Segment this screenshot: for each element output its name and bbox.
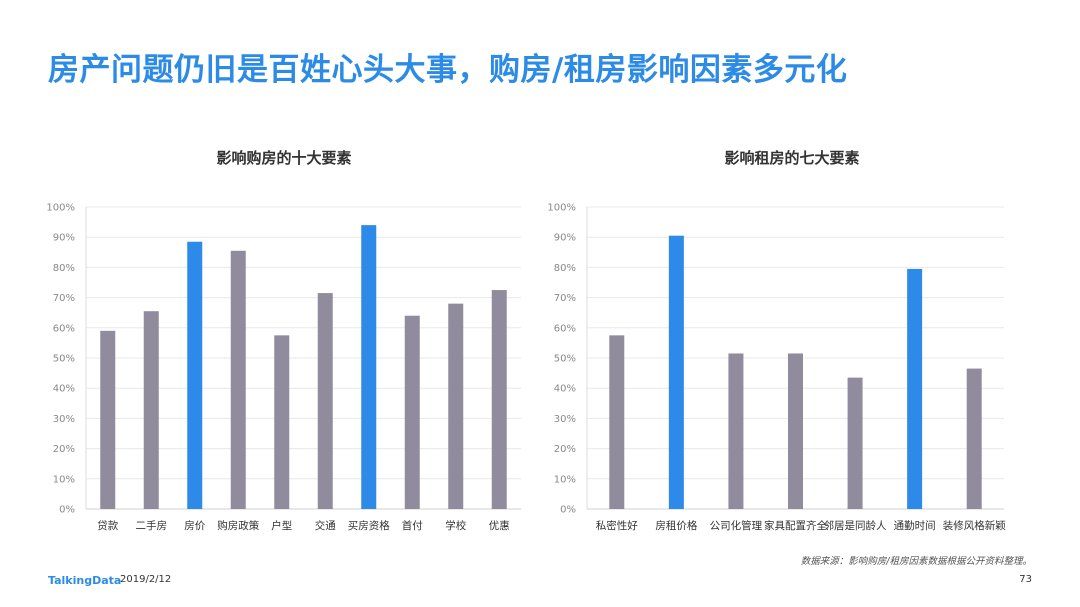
chart1-bar xyxy=(491,290,507,509)
chart1-x-tick-label: 买房资格 xyxy=(348,519,390,532)
chart2-y-tick-label: 40% xyxy=(554,384,576,395)
chart2-y-tick-label: 70% xyxy=(554,293,576,304)
chart1-x-tick-label: 购房政策 xyxy=(217,519,259,532)
chart1-x-tick-label: 学校 xyxy=(445,519,466,532)
page-number: 73 xyxy=(1019,574,1032,585)
chart2-y-tick-label: 20% xyxy=(554,444,576,455)
chart2-y-tick-label: 50% xyxy=(554,354,576,365)
data-source-note: 数据来源：影响购房/租房因素数据根据公开资料整理。 xyxy=(800,556,1032,567)
chart2-bar xyxy=(966,368,982,509)
chart1-x-tick-label: 二手房 xyxy=(136,519,168,532)
chart1-bar xyxy=(143,311,159,509)
chart2-x-tick-label: 家具配置齐全 xyxy=(764,519,827,532)
chart1-bar xyxy=(230,250,246,510)
chart2-y-tick-label: 30% xyxy=(554,414,576,425)
chart1-y-tick-label: 40% xyxy=(53,384,75,395)
page-title: 房产问题仍旧是百姓心头大事，购房/租房影响因素多元化 xyxy=(48,52,848,88)
brand-logo-text: TalkingData xyxy=(48,574,122,587)
chart1-y-tick-label: 70% xyxy=(53,293,75,304)
chart1-y-tick-label: 80% xyxy=(53,263,75,274)
chart1-bar xyxy=(317,293,333,509)
chart1-y-tick-label: 30% xyxy=(53,414,75,425)
chart2-bar xyxy=(609,335,625,509)
chart1-bar xyxy=(448,303,464,509)
chart2-bar xyxy=(907,268,923,509)
chart2-y-tick-label: 100% xyxy=(547,203,576,214)
chart2-y-tick-label: 60% xyxy=(554,323,576,334)
chart1-x-tick-label: 贷款 xyxy=(97,519,118,532)
chart1-x-tick-label: 房价 xyxy=(184,519,205,532)
chart2-x-tick-label: 通勤时间 xyxy=(894,519,936,532)
chart1-y-tick-label: 50% xyxy=(53,354,75,365)
chart2-x-tick-label: 邻居是同龄人 xyxy=(824,519,887,532)
chart2-y-tick-label: 90% xyxy=(554,233,576,244)
chart1-x-tick-label: 户型 xyxy=(271,519,292,532)
chart2-bar xyxy=(668,235,684,509)
chart1-bar xyxy=(404,315,420,509)
footer-date: 2019/2/12 xyxy=(120,574,172,585)
chart2-x-tick-label: 私密性好 xyxy=(596,519,638,532)
chart1-x-tick-label: 交通 xyxy=(315,519,336,532)
chart2-bar xyxy=(728,353,744,509)
chart1-bar xyxy=(361,225,377,509)
chart2-y-tick-label: 10% xyxy=(554,474,576,485)
chart1-bar xyxy=(274,335,290,509)
chart2-y-tick-label: 80% xyxy=(554,263,576,274)
chart1-y-tick-label: 90% xyxy=(53,233,75,244)
chart1-y-tick-label: 100% xyxy=(46,203,75,214)
chart2-bar xyxy=(788,353,803,509)
chart1-x-tick-label: 首付 xyxy=(402,519,423,532)
chart1-y-tick-label: 60% xyxy=(53,323,75,334)
chart2-bar xyxy=(847,377,863,509)
chart1-bar xyxy=(187,241,203,510)
chart2-x-tick-label: 公司化管理 xyxy=(710,519,763,532)
chart1-y-tick-label: 0% xyxy=(59,505,75,516)
chart1-title: 影响购房的十大要素 xyxy=(216,149,351,167)
chart1-bar xyxy=(100,330,116,509)
chart1-x-tick-label: 优惠 xyxy=(489,519,510,532)
chart2-x-tick-label: 房租价格 xyxy=(655,519,697,532)
chart2-x-tick-label: 装修风格新颖 xyxy=(943,519,1006,532)
chart1-y-tick-label: 20% xyxy=(53,444,75,455)
chart2-y-tick-label: 0% xyxy=(560,505,576,516)
chart2-title: 影响租房的七大要素 xyxy=(724,149,859,167)
chart1-y-tick-label: 10% xyxy=(53,474,75,485)
